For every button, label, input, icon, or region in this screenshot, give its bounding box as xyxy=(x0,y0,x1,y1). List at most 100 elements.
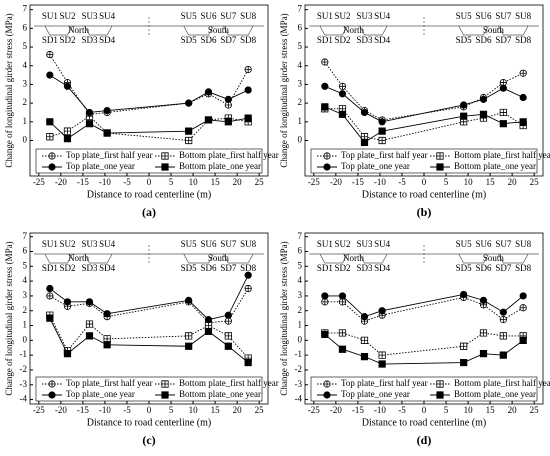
x-tick-label: -25 xyxy=(33,177,45,187)
section-label: SU5 xyxy=(181,11,198,21)
section-label: SD1 xyxy=(317,35,333,45)
y-tick-label: 2 xyxy=(298,97,303,107)
data-point xyxy=(499,79,507,87)
x-tick-label: 0 xyxy=(147,405,152,415)
x-tick-label: 20 xyxy=(508,405,518,415)
legend-label: Top plate_one year xyxy=(66,389,135,399)
data-point xyxy=(338,110,347,118)
legend-label: Bottom plate_first half year xyxy=(454,150,550,160)
section-label: SD7 xyxy=(220,35,237,45)
data-point xyxy=(244,65,252,73)
legend-label: Top plate_first half year xyxy=(341,150,428,160)
section-label: SU2 xyxy=(59,239,75,249)
x-tick-label: 25 xyxy=(530,177,540,187)
data-point xyxy=(519,336,527,344)
legend-marker xyxy=(436,380,444,388)
x-tick-label: -5 xyxy=(123,177,131,187)
section-label: SD5 xyxy=(456,35,473,45)
y-tick-label: -3 xyxy=(20,379,28,389)
panel-label: (a) xyxy=(142,205,156,219)
data-point xyxy=(360,336,369,344)
data-point xyxy=(103,310,111,318)
data-point xyxy=(360,353,369,361)
legend-label: Bottom plate_one year xyxy=(179,389,261,399)
section-label: SU3 xyxy=(81,239,98,249)
data-point xyxy=(204,116,213,124)
series-line xyxy=(49,54,249,115)
section-label: SD6 xyxy=(200,263,217,273)
section-label: SD4 xyxy=(374,35,391,45)
girder-section xyxy=(84,253,113,264)
section-label: SU4 xyxy=(99,11,116,21)
data-point xyxy=(46,51,54,59)
x-tick-label: -15 xyxy=(352,405,364,415)
data-point xyxy=(63,127,72,135)
data-point xyxy=(244,271,252,279)
data-point xyxy=(321,82,329,90)
section-label: SU3 xyxy=(81,11,98,21)
y-tick-label: -2 xyxy=(295,364,303,374)
x-tick-label: 5 xyxy=(444,177,449,187)
data-point xyxy=(185,127,193,135)
data-point xyxy=(378,118,386,126)
data-point xyxy=(499,108,507,117)
legend-box xyxy=(35,148,263,174)
y-tick-label: 4 xyxy=(298,275,303,285)
data-point xyxy=(244,284,252,293)
data-point xyxy=(479,296,488,304)
data-point xyxy=(460,290,468,298)
data-point xyxy=(85,332,94,340)
section-label: SU4 xyxy=(99,239,116,249)
section-label: SU1 xyxy=(317,239,333,249)
y-tick-label: 2 xyxy=(23,97,28,107)
y-axis-label: Change of longitudinal girder stress (MP… xyxy=(4,13,14,167)
section-label: SU4 xyxy=(374,239,391,249)
data-point xyxy=(460,101,468,109)
region-label: North xyxy=(343,25,364,35)
section-label: SU8 xyxy=(240,239,257,249)
x-tick-label: -20 xyxy=(55,405,67,415)
section-label: SU5 xyxy=(456,239,473,249)
data-point xyxy=(378,307,386,315)
data-point xyxy=(224,95,232,103)
data-point xyxy=(378,136,386,145)
data-point xyxy=(103,129,111,137)
legend-label: Bottom plate_first half year xyxy=(179,150,279,160)
section-label: SD4 xyxy=(374,263,391,273)
data-point xyxy=(460,118,468,126)
girder-section xyxy=(319,253,348,264)
data-point xyxy=(519,118,527,126)
y-tick-label: -3 xyxy=(295,379,303,389)
section-label: SU8 xyxy=(515,11,532,21)
legend-marker xyxy=(48,163,56,171)
section-label: SD7 xyxy=(495,35,512,45)
y-tick-label: 7 xyxy=(298,4,303,14)
section-label: SD8 xyxy=(515,263,532,273)
legend-label: Bottom plate_first half year xyxy=(179,378,279,388)
legend-label: Top plate_first half year xyxy=(66,378,153,388)
section-label: SU5 xyxy=(181,239,198,249)
y-tick-label: -1 xyxy=(295,349,303,359)
y-tick-label: 1 xyxy=(298,116,303,126)
x-tick-label: -10 xyxy=(374,177,386,187)
legend-label: Bottom plate_one year xyxy=(179,161,261,171)
x-tick-label: 5 xyxy=(444,405,449,415)
y-tick-label: 4 xyxy=(23,60,28,70)
legend-box xyxy=(310,148,538,174)
data-point xyxy=(46,284,54,293)
data-point xyxy=(519,69,527,77)
section-label: SD3 xyxy=(356,263,373,273)
section-label: SD7 xyxy=(495,263,512,273)
section-label: SU8 xyxy=(515,239,532,249)
legend-label: Top plate_first half year xyxy=(66,150,153,160)
girder-section xyxy=(359,25,388,36)
data-point xyxy=(479,350,488,358)
x-tick-label: -25 xyxy=(33,405,45,415)
data-point xyxy=(103,107,111,115)
data-point xyxy=(46,118,54,126)
data-point xyxy=(479,329,488,337)
data-point xyxy=(85,120,94,128)
data-point xyxy=(63,350,72,358)
x-axis-label: Distance to road centerline (m) xyxy=(362,189,486,200)
y-tick-label: 0 xyxy=(298,135,303,145)
